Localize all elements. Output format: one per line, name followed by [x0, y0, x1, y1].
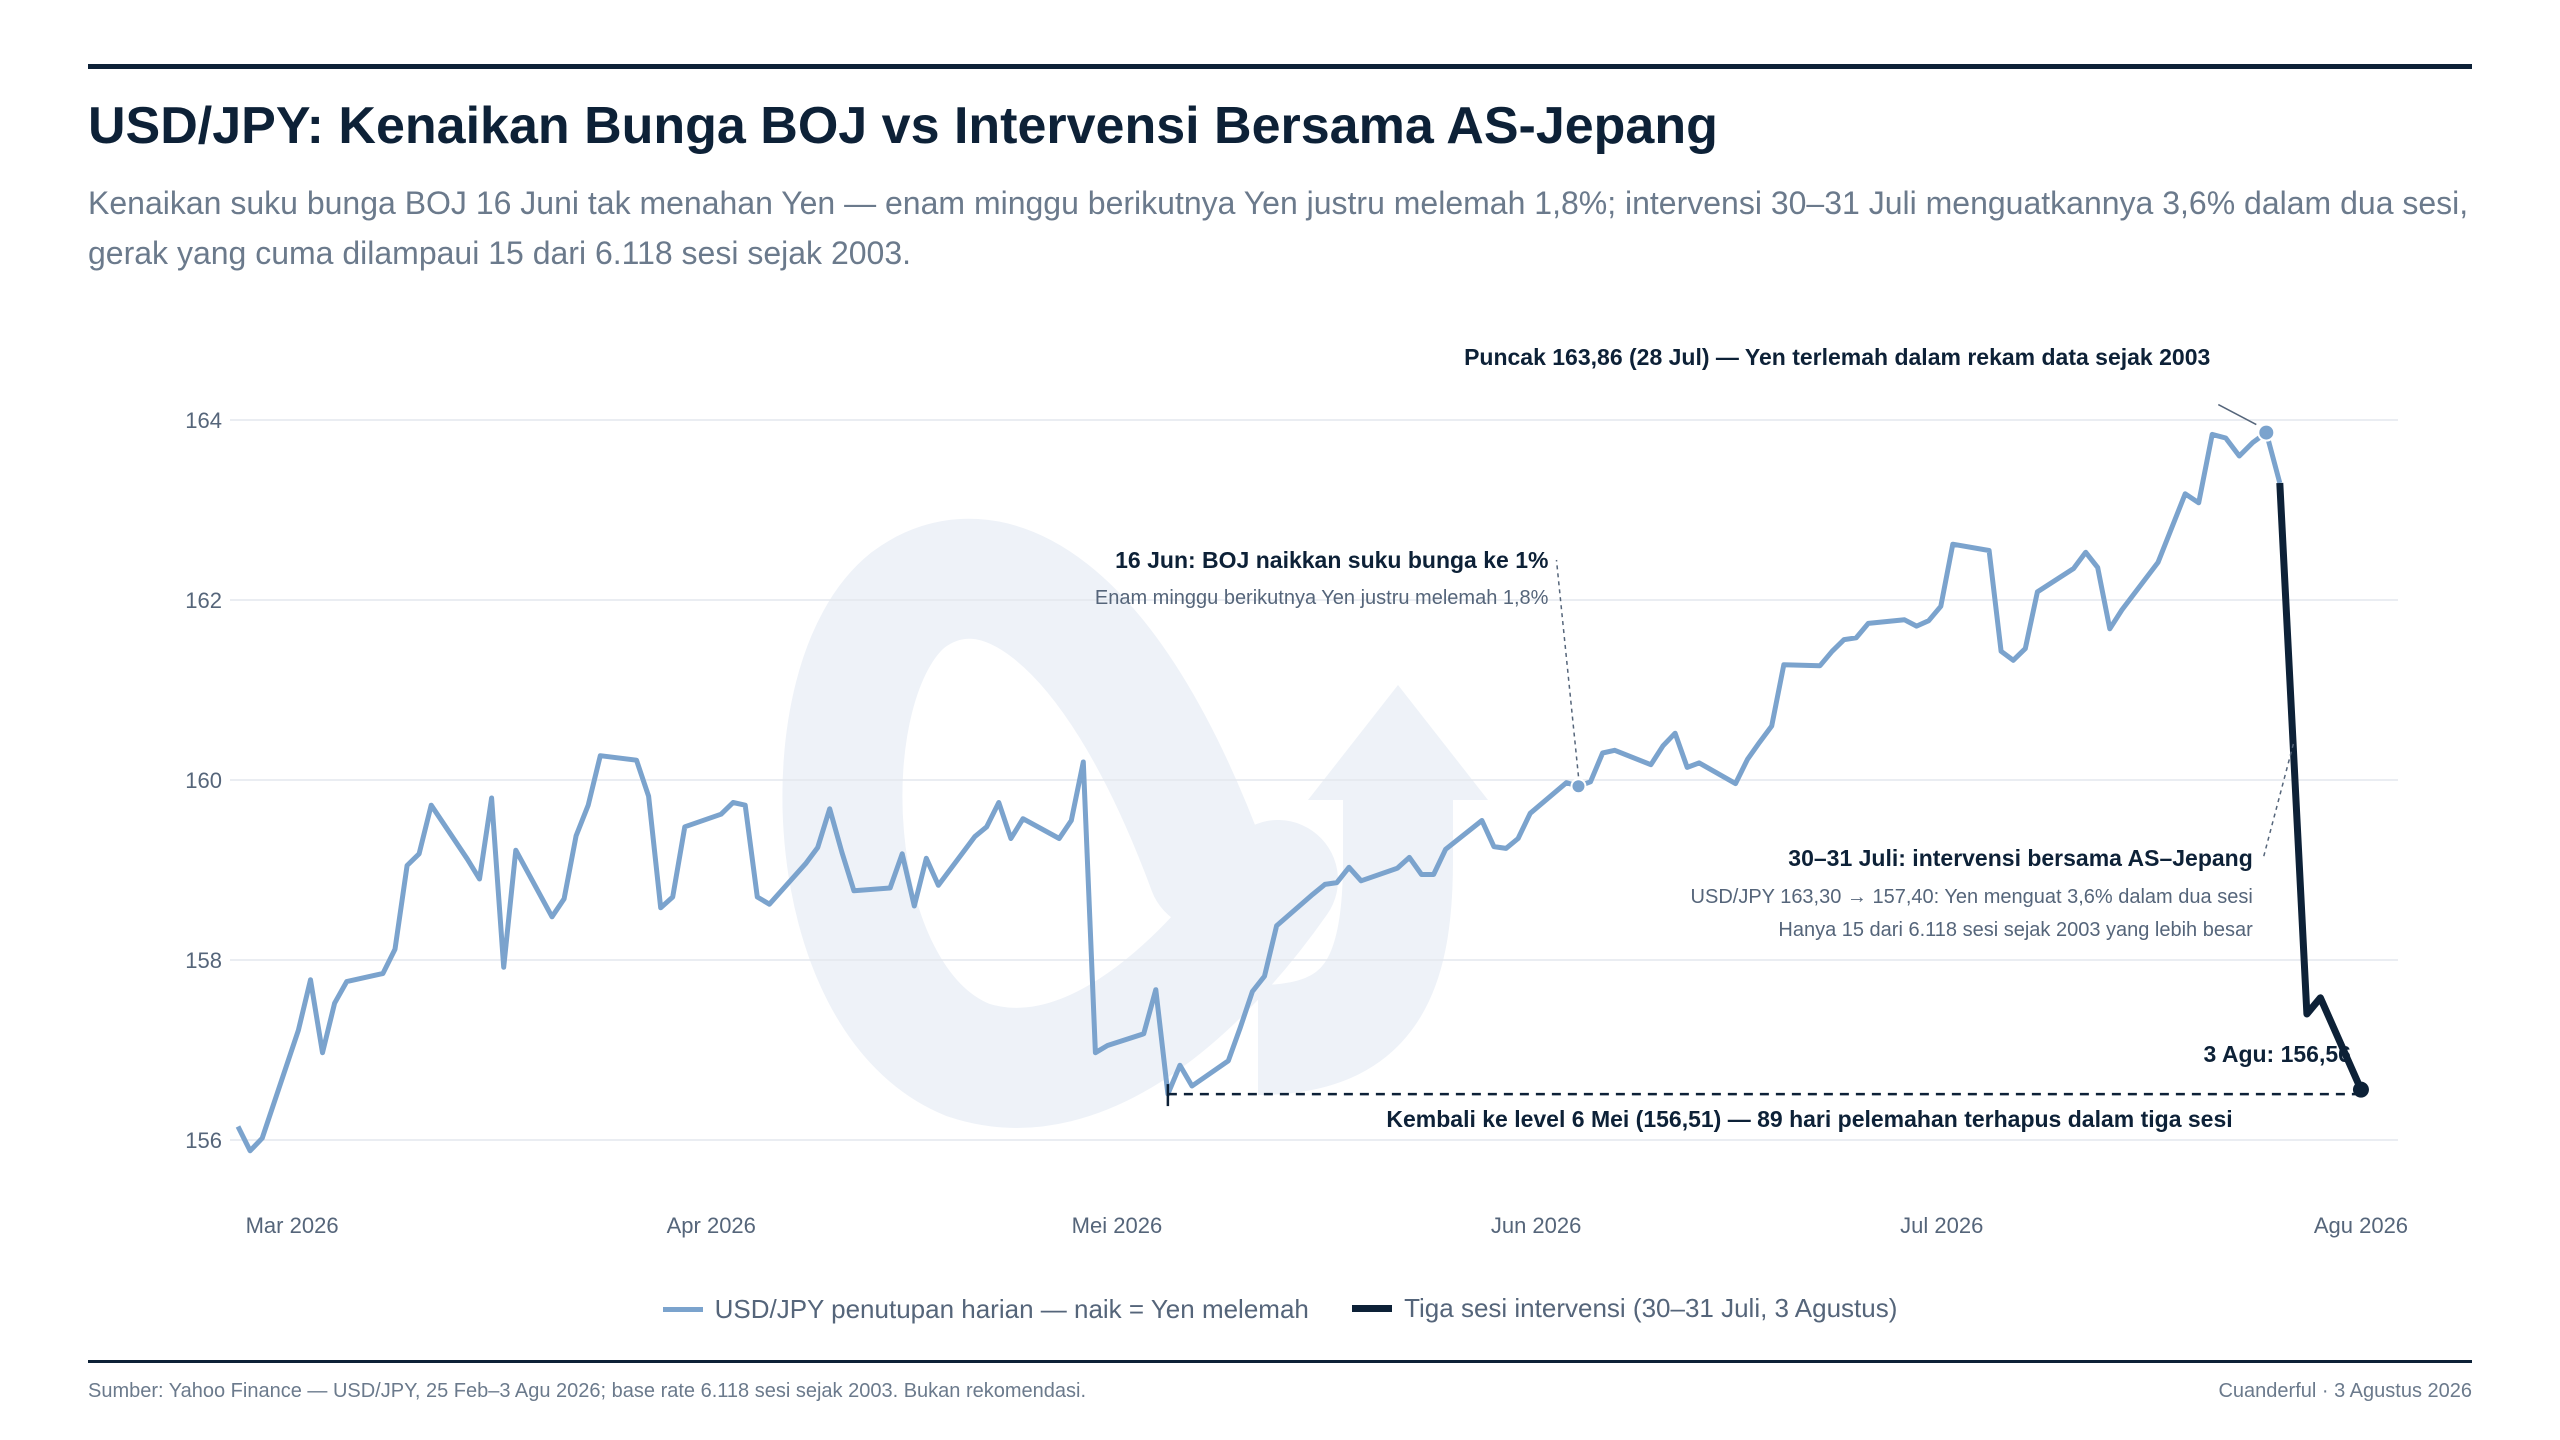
- y-tick-label: 162: [185, 588, 222, 613]
- footer-credit: Cuanderful · 3 Agustus 2026: [2218, 1380, 2472, 1402]
- x-tick-label: Jul 2026: [1900, 1213, 1983, 1238]
- intervention-leader: [2262, 743, 2295, 861]
- chart-title: USD/JPY: Kenaikan Bunga BOJ vs Intervens…: [88, 97, 1718, 155]
- end-label: 3 Agu: 156,56: [2204, 1041, 2351, 1067]
- watermark-logo: [782, 518, 1488, 1128]
- intervention-note-1: USD/JPY 163,30 → 157,40: Yen menguat 3,6…: [1691, 886, 2253, 908]
- legend-label-intervention: Tiga sesi intervensi (30–31 Juli, 3 Agus…: [1404, 1293, 1898, 1323]
- y-tick-label: 164: [185, 408, 222, 433]
- chart-subtitle: Kenaikan suku bunga BOJ 16 Juni tak mena…: [88, 185, 2469, 271]
- legend-swatch-daily: [662, 1307, 703, 1312]
- x-tick-label: Mei 2026: [1072, 1213, 1163, 1238]
- series-line-intervention: [2276, 482, 2365, 1092]
- watermark-arrow-icon: [1308, 685, 1488, 800]
- watermark-stem: [1256, 800, 1453, 1095]
- legend-item-daily: USD/JPY penutupan harian — naik = Yen me…: [662, 1294, 1309, 1325]
- peak-label: Puncak 163,86 (28 Jul) — Yen terlemah da…: [1464, 344, 2210, 370]
- y-tick-label: 160: [185, 768, 222, 793]
- end-marker: [2352, 1081, 2369, 1098]
- intervention-note-2: Hanya 15 dari 6.118 sesi sejak 2003 yang…: [1778, 919, 2253, 941]
- x-tick-label: Apr 2026: [667, 1213, 756, 1238]
- watermark-swoosh: [782, 518, 1338, 1128]
- legend-item-intervention: Tiga sesi intervensi (30–31 Juli, 3 Agus…: [1352, 1293, 1897, 1324]
- boj-leader: [1555, 559, 1580, 777]
- series-line-daily: [235, 430, 2283, 1154]
- legend-label-daily: USD/JPY penutupan harian — naik = Yen me…: [714, 1294, 1309, 1324]
- legend-swatch-intervention: [1352, 1305, 1393, 1312]
- top-rule: [88, 64, 2472, 69]
- peak-marker: [2257, 423, 2276, 442]
- x-tick-label: Jun 2026: [1491, 1213, 1582, 1238]
- boj-marker: [1570, 778, 1587, 795]
- boj-note: Enam minggu berikutnya Yen justru melema…: [1095, 587, 1549, 609]
- y-tick-label: 156: [185, 1128, 222, 1153]
- intervention-title: 30–31 Juli: intervensi bersama AS–Jepang: [1788, 845, 2252, 871]
- y-tick-label: 158: [185, 948, 222, 973]
- peak-leader: [2217, 403, 2257, 426]
- boj-title: 16 Jun: BOJ naikkan suku bunga ke 1%: [1115, 547, 1548, 573]
- chart-frame: USD/JPY: Kenaikan Bunga BOJ vs Intervens…: [88, 0, 2472, 1440]
- x-tick-label: Mar 2026: [246, 1213, 339, 1238]
- legend: USD/JPY penutupan harian — naik = Yen me…: [88, 1288, 2472, 1325]
- footer-source: Sumber: Yahoo Finance — USD/JPY, 25 Feb–…: [88, 1380, 1087, 1402]
- chart-plot: 156 158 160 162 164 Mar 2026 Apr 2026 Mei 2026…: [185, 344, 2408, 1238]
- reference-label: Kembali ke level 6 Mei (156,51) — 89 har…: [1386, 1106, 2232, 1132]
- x-tick-label: Agu 2026: [2314, 1213, 2408, 1238]
- bottom-rule: [88, 1360, 2472, 1363]
